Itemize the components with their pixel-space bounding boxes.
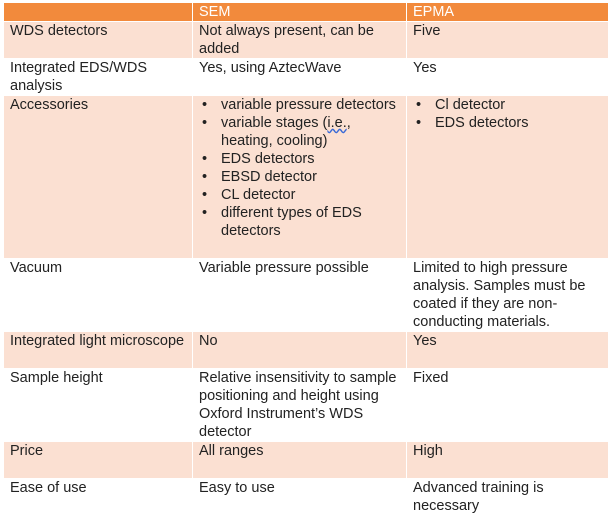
sem-accessories-list: variable pressure detectors variable sta…	[199, 97, 401, 241]
row-label: Integrated light microscope	[3, 331, 193, 369]
sem-cell: Not always present, can be added	[192, 21, 407, 59]
header-cell-sem: SEM	[192, 2, 407, 22]
epma-cell: High	[406, 441, 609, 479]
sem-cell: All ranges	[192, 441, 407, 479]
row-label: Vacuum	[3, 258, 193, 332]
epma-cell: Five	[406, 21, 609, 59]
epma-accessories-list: Cl detector EDS detectors	[413, 97, 603, 133]
row-label: Sample height	[3, 368, 193, 442]
epma-cell: Limited to high pressure analysis. Sampl…	[406, 258, 609, 332]
sem-cell: Yes, using AztecWave	[192, 58, 407, 96]
comparison-table: SEM EPMA WDS detectors Not always presen…	[3, 2, 609, 517]
list-item: variable stages (i.e., heating, cooling)	[199, 114, 401, 150]
epma-cell: Yes	[406, 331, 609, 369]
list-item: CL detector	[199, 186, 401, 204]
list-item-text: , heating, cooling)	[221, 115, 351, 149]
row-label: WDS detectors	[3, 21, 193, 59]
list-item: Cl detector	[413, 97, 603, 115]
table-row: Integrated light microscope No Yes	[3, 331, 609, 369]
row-label: Accessories	[3, 95, 193, 259]
table-row: Ease of use Easy to use Advanced trainin…	[3, 478, 609, 517]
list-item: different types of EDS detectors	[199, 204, 401, 240]
epma-cell: Fixed	[406, 368, 609, 442]
sem-cell: No	[192, 331, 407, 369]
list-item-text: variable stages (	[221, 115, 328, 131]
spellcheck-word: i.e.	[327, 115, 347, 131]
list-item: EDS detectors	[413, 114, 603, 132]
header-cell-epma: EPMA	[406, 2, 609, 22]
row-label: Price	[3, 441, 193, 479]
header-row: SEM EPMA	[3, 2, 609, 22]
sem-cell: Easy to use	[192, 478, 407, 517]
epma-cell: Advanced training is necessary	[406, 478, 609, 517]
sem-cell: variable pressure detectors variable sta…	[192, 95, 407, 259]
table-row: Integrated EDS/WDS analysis Yes, using A…	[3, 58, 609, 96]
sem-cell: Relative insensitivity to sample positio…	[192, 368, 407, 442]
row-label: Ease of use	[3, 478, 193, 517]
header-cell-blank	[3, 2, 193, 22]
table-row: WDS detectors Not always present, can be…	[3, 21, 609, 59]
epma-cell: Cl detector EDS detectors	[406, 95, 609, 259]
sem-cell: Variable pressure possible	[192, 258, 407, 332]
table-row: Sample height Relative insensitivity to …	[3, 368, 609, 442]
table-row: Price All ranges High	[3, 441, 609, 479]
table-row: Accessories variable pressure detectors …	[3, 95, 609, 259]
row-label: Integrated EDS/WDS analysis	[3, 58, 193, 96]
list-item: EDS detectors	[199, 150, 401, 168]
epma-cell: Yes	[406, 58, 609, 96]
list-item: variable pressure detectors	[199, 97, 401, 115]
table-row: Vacuum Variable pressure possible Limite…	[3, 258, 609, 332]
list-item: EBSD detector	[199, 168, 401, 186]
